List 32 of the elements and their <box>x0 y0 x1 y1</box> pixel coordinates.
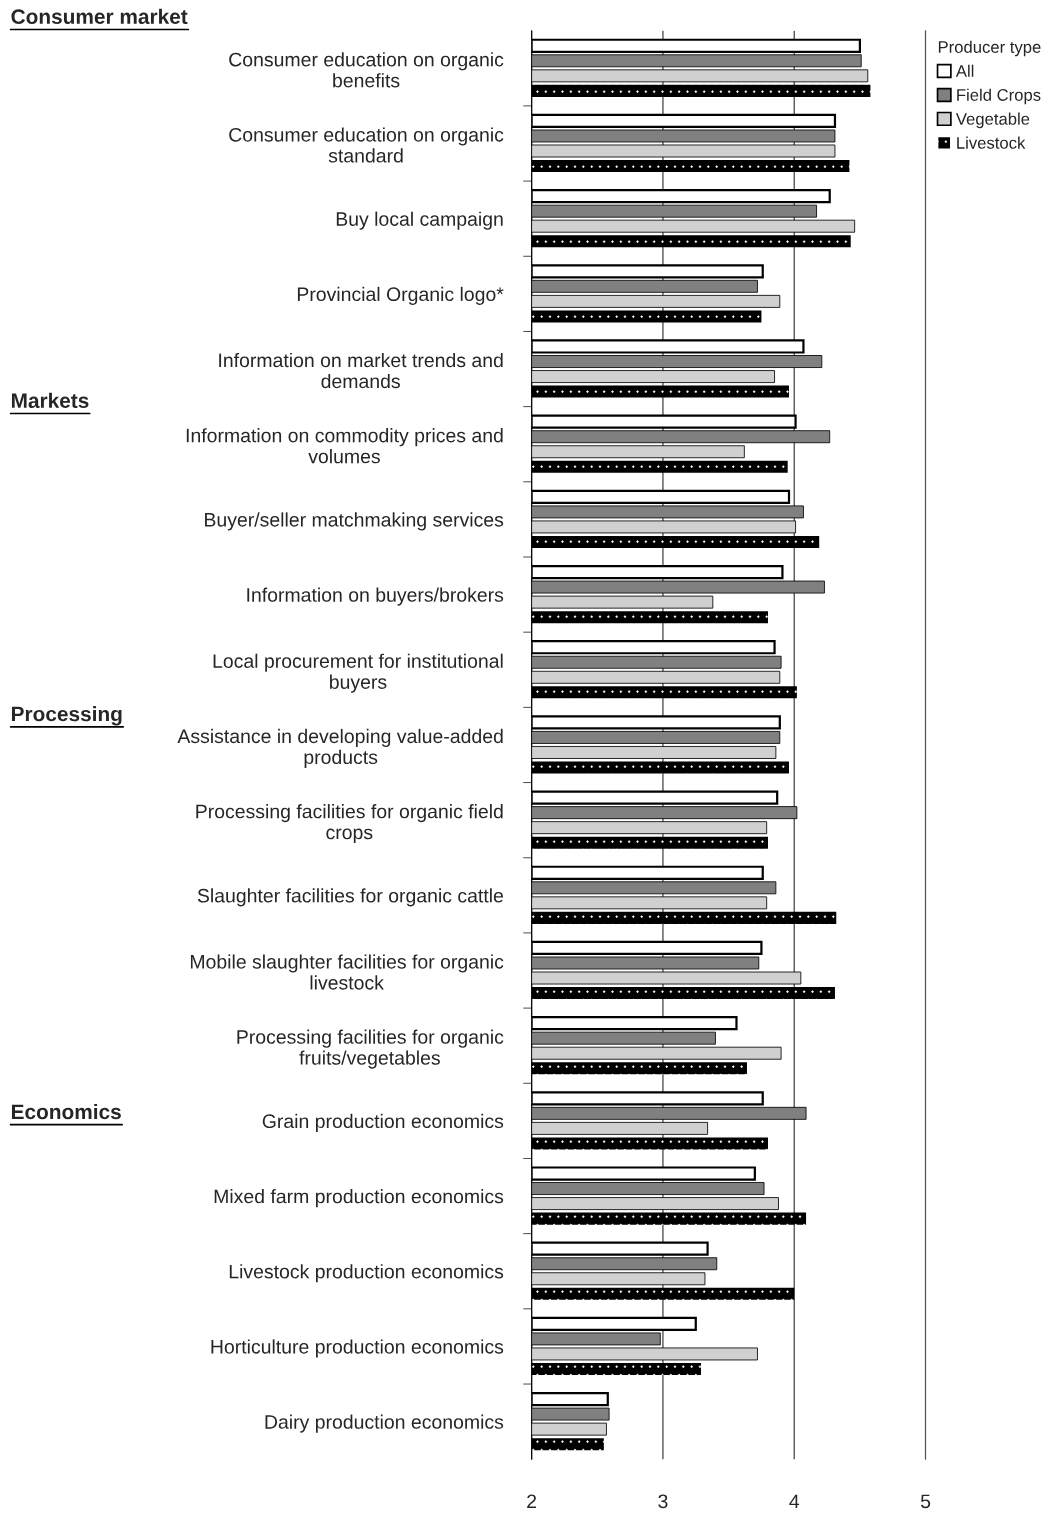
y-tick-label: Mixed farm production economics <box>214 1189 504 1208</box>
y-tick-label: Mobile slaughter facilities for organic livestock <box>190 954 504 990</box>
y-tick-label: Dairy production economics <box>265 1414 504 1433</box>
x-tick-label: 3 <box>658 1494 668 1509</box>
x-tick-label: 2 <box>527 1494 537 1509</box>
legend-title: Producer type <box>938 40 1041 57</box>
text: Consumer market <box>11 8 188 25</box>
x-tick-label: 5 <box>920 1494 931 1509</box>
legend-label: Livestock <box>957 136 1026 149</box>
y-tick-label: Information on commodity prices and volumes <box>186 428 503 464</box>
text: Markets <box>11 392 89 409</box>
y-tick-label: Provincial Organic logo* <box>297 286 504 305</box>
y-tick-label: Processing facilities for organic field crops <box>196 804 503 844</box>
y-tick-label: Slaughter facilities for organic cattle <box>197 888 503 907</box>
text: Economics <box>11 1103 121 1120</box>
text: Processing <box>11 706 122 726</box>
legend-label: Field Crops <box>957 88 1041 105</box>
y-tick-label: Information on buyers/brokers <box>247 587 504 606</box>
y-tick-label: Livestock production economics <box>229 1264 504 1283</box>
y-tick-label: Consumer education on organic standard <box>229 127 504 163</box>
y-tick-label: Horticulture production economics <box>211 1339 504 1358</box>
x-tick-label: 4 <box>789 1494 800 1509</box>
y-tick-label: Information on market trends and demands <box>219 352 503 389</box>
y-tick-label: Buy local campaign <box>336 211 503 230</box>
legend-label: Vegetable <box>955 112 1030 129</box>
y-tick-label: Processing facilities for organic fruits/vegetables <box>237 1029 504 1069</box>
y-tick-label: Grain production economics <box>262 1113 504 1132</box>
y-tick-label: Buyer/seller matchmaking services <box>205 512 504 531</box>
legend-label: All <box>955 64 974 77</box>
y-tick-label: Consumer education on organic benefits <box>229 52 504 88</box>
y-tick-label: Local procurement for institutional buyers <box>213 653 503 693</box>
y-tick-label: Assistance in developing value-added products <box>177 728 503 768</box>
